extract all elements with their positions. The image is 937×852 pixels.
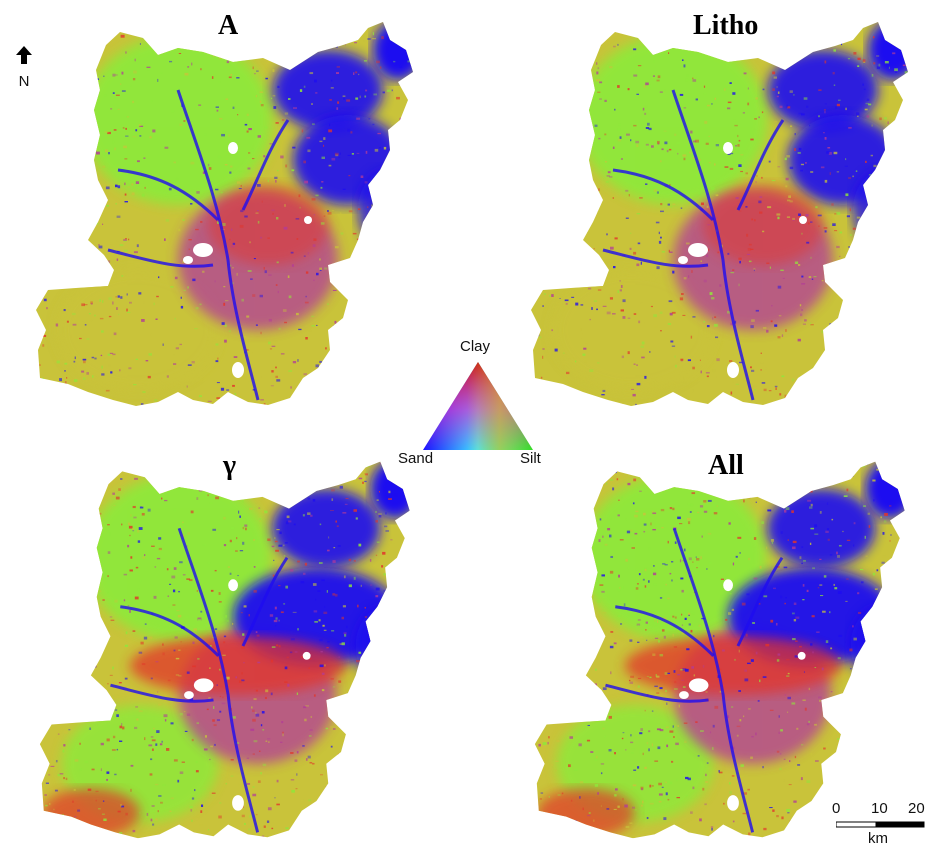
clay-zone-sw: [41, 788, 140, 838]
legend-vertex-silt: Silt: [520, 450, 541, 467]
drainage-line: [117, 168, 220, 222]
no-data-patch: [797, 651, 806, 660]
no-data-patch: [688, 678, 709, 693]
drainage-line: [671, 89, 755, 401]
panel-title: Litho: [693, 10, 759, 41]
sand-zone-ne: [273, 50, 383, 130]
sand-zone-tip: [370, 461, 410, 519]
drainage-line: [241, 119, 290, 211]
map-panel-all: All: [523, 440, 937, 852]
map-panel-a: A: [28, 0, 448, 420]
clay-zone-sw: [536, 788, 635, 838]
scale-tick-0: 0: [832, 800, 841, 817]
no-data-patch: [727, 795, 739, 811]
no-data-patch: [232, 362, 244, 378]
soil-texture-map: [531, 22, 908, 406]
scale-bar: 0 10 20 km: [828, 800, 928, 850]
sand-zone-tip: [865, 461, 905, 519]
clay-band: [625, 636, 841, 696]
no-data-patch: [193, 243, 213, 257]
no-data-patch: [228, 579, 238, 592]
no-data-patch: [723, 579, 733, 592]
no-data-patch: [723, 142, 733, 154]
drainage-line: [612, 168, 715, 222]
southwest-zone: [58, 270, 218, 390]
no-data-patch: [183, 256, 193, 264]
north-arrow: N: [14, 44, 34, 90]
clay-band: [703, 185, 823, 265]
drainage-line: [120, 605, 220, 657]
north-arrow-icon: [16, 46, 32, 64]
sand-zone-east: [850, 606, 905, 686]
sand-zone-ne: [767, 489, 876, 568]
sand-zone-tip: [373, 22, 413, 80]
drainage-line: [110, 683, 214, 703]
scale-unit: km: [868, 830, 888, 847]
sand-zone-east: [355, 606, 410, 686]
drainage-line: [736, 119, 785, 211]
no-data-patch: [232, 795, 244, 811]
soil-texture-map: [36, 22, 413, 406]
no-data-patch: [304, 216, 312, 224]
drainage-line: [736, 556, 784, 647]
legend-vertex-sand: Sand: [398, 450, 434, 467]
sand-zone-east: [853, 170, 908, 250]
no-data-patch: [193, 678, 214, 693]
no-data-patch: [302, 651, 311, 660]
clay-band: [130, 636, 346, 696]
panel-title: All: [708, 450, 744, 481]
panel-title: A: [218, 10, 239, 41]
drainage-line: [615, 605, 715, 657]
panel-title: γ: [223, 450, 237, 481]
southwest-zone: [553, 270, 713, 390]
sand-zone-central: [788, 115, 898, 205]
sand-zone-central: [293, 115, 403, 205]
scale-tick-10: 10: [871, 800, 888, 817]
drainage-line: [602, 248, 709, 268]
sand-zone-ne: [272, 489, 381, 568]
silt-zone: [83, 35, 273, 205]
map-panel-litho: Litho: [523, 0, 937, 420]
no-data-patch: [678, 256, 688, 264]
scale-tick-20: 20: [908, 800, 925, 817]
clay-band: [208, 185, 328, 265]
no-data-patch: [184, 691, 194, 699]
silt-zone: [580, 474, 768, 642]
scale-bar-graphic: [836, 821, 925, 828]
texture-ternary-legend: Clay Sand Silt: [398, 338, 558, 468]
soil-texture-map: [39, 461, 410, 839]
drainage-line: [176, 89, 260, 401]
silt-zone: [85, 474, 273, 642]
sand-zone-ne: [768, 50, 878, 130]
ternary-triangle: [423, 362, 533, 450]
no-data-patch: [228, 142, 238, 154]
no-data-patch: [688, 243, 708, 257]
drainage-line: [107, 248, 214, 268]
drainage-line: [605, 683, 709, 703]
drainage-line: [672, 527, 755, 833]
silt-zone: [578, 35, 768, 205]
north-label: N: [18, 73, 30, 90]
drainage-line: [241, 556, 289, 647]
no-data-patch: [679, 691, 689, 699]
soil-texture-map: [534, 461, 905, 839]
legend-vertex-clay: Clay: [460, 338, 491, 355]
drainage-line: [177, 527, 260, 833]
map-panel-gamma: γ: [28, 440, 448, 852]
no-data-patch: [799, 216, 807, 224]
no-data-patch: [727, 362, 739, 378]
